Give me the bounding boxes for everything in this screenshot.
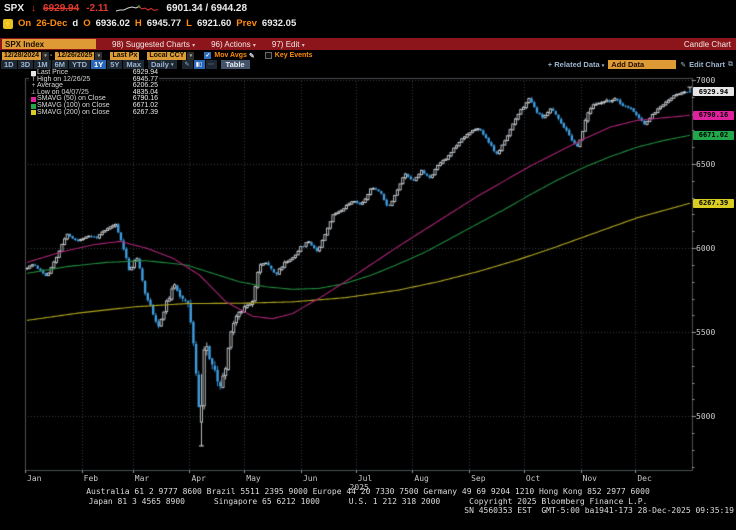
period-button-1d[interactable]: 1D (1, 60, 17, 69)
intraday-sparkline (116, 5, 159, 12)
smavg100-marker-icon (30, 103, 37, 109)
legend-row-last-price: Last Price 6929.94 (30, 69, 158, 77)
key-events-checkbox[interactable] (264, 52, 272, 59)
session-header: ⚡ On 26-Dec d O 6936.02 H 6945.77 L 6921… (3, 18, 296, 29)
footer-contacts-line2: Japan 81 3 4565 8900 Singapore 65 6212 1… (88, 497, 648, 506)
date-to-input[interactable]: 12/26/2025 (55, 51, 95, 60)
edit-chart-button[interactable]: Edit Chart (689, 60, 725, 69)
last-price: 6929.94 (43, 3, 80, 14)
frequency-select[interactable]: Daily ▾ (148, 60, 177, 69)
prev-label: Prev (236, 18, 257, 29)
mov-avgs-edit-icon[interactable]: ✎ (248, 52, 255, 60)
currency-caret-icon[interactable]: ▾ (187, 51, 195, 60)
legend-row-low: ⊥ Low on 04/07/25 4835.04 (30, 88, 158, 96)
high-label: H (134, 18, 142, 29)
date-from-caret-icon[interactable]: ▾ (42, 51, 50, 60)
menu-actions[interactable]: 96) Actions ▾ (211, 39, 256, 49)
last-price-marker-icon (30, 70, 37, 76)
period-bar: 1D 3D 1M 6M YTD 1Y 5Y Max Daily ▾ ✎ ▮▯ ⋯… (0, 60, 736, 69)
key-events-label: Key Events (274, 52, 313, 59)
date-from-input[interactable]: 12/28/2024 (2, 51, 42, 60)
price-chart-canvas[interactable] (0, 68, 736, 492)
ticker-symbol: SPX (4, 3, 25, 14)
high-value: 6945.77 (146, 18, 182, 29)
legend-row-high: T High on 12/26/25 6945.77 (31, 75, 158, 83)
currency-select[interactable]: Local CCY (147, 51, 187, 60)
chart-type-candle-icon[interactable]: ▮▯ (193, 60, 205, 69)
smavg50-marker-icon (30, 97, 37, 103)
bid-ask: 6901.34 / 6944.28 (166, 3, 248, 14)
alert-icon[interactable]: ⚡ (3, 18, 13, 29)
open-label: O (83, 18, 91, 29)
chart-legend: Last Price 6929.94 T High on 12/26/25 69… (29, 69, 159, 118)
session-date: 26-Dec (36, 18, 68, 29)
legend-row-average: + Average 6206.25 (31, 82, 158, 90)
footer-terminal-info: SN 4560353 EST GMT-5:00 ba1941-173 28-De… (464, 506, 734, 515)
period-button-ytd[interactable]: YTD (69, 60, 91, 69)
mov-avgs-checkbox[interactable]: ✓ (204, 52, 212, 59)
low-value: 6921.60 (196, 18, 232, 29)
more-options-icon[interactable]: ⋯ (205, 60, 217, 69)
period-button-6m[interactable]: 6M (51, 60, 69, 69)
date-range-dash: - (50, 52, 53, 59)
related-data-button[interactable]: + Related Data ▾ (547, 60, 605, 69)
period-button-1y[interactable]: 1Y (91, 60, 107, 69)
freq-flag: d (72, 18, 79, 29)
period-button-max[interactable]: Max (123, 60, 144, 69)
draw-tools-icon[interactable]: ✎ (181, 60, 193, 69)
mov-avgs-label: Mov Avgs (214, 52, 247, 59)
legend-row-smavg200: SMAVG (200) on Close 6267.39 (30, 109, 158, 117)
low-label: L (186, 18, 192, 29)
expand-icon[interactable]: ⧉ (728, 60, 733, 68)
low-marker-icon: ⊥ (30, 89, 37, 96)
chart-type-label: Candle Chart (683, 39, 731, 49)
average-marker-icon: + (31, 83, 36, 90)
down-arrow-icon: ↓ (31, 3, 37, 14)
high-marker-icon: T (31, 76, 36, 83)
legend-row-smavg100: SMAVG (100) on Close 6671.02 (30, 102, 158, 110)
security-input[interactable]: SPX Index (2, 39, 96, 49)
smavg200-marker-icon (30, 110, 37, 116)
period-button-1m[interactable]: 1M (34, 60, 51, 69)
date-to-caret-icon[interactable]: ▾ (95, 51, 103, 60)
price-change: -2.11 (86, 3, 109, 14)
period-button-5y[interactable]: 5Y (107, 60, 123, 69)
open-value: 6936.02 (95, 18, 130, 29)
legend-row-smavg50: SMAVG (50) on Close 6790.16 (30, 96, 158, 103)
add-data-input[interactable]: Add Data (608, 60, 677, 69)
period-button-3d[interactable]: 3D (17, 60, 34, 69)
settings-bar: 12/28/2024 ▾ - 12/26/2025 ▾ Last Px Loca… (0, 51, 736, 60)
table-button[interactable]: Table (220, 60, 250, 69)
prev-value: 6932.05 (261, 18, 297, 29)
quote-header: SPX ↓ 6929.94 -2.11 6901.34 / 6944.28 (4, 3, 247, 14)
menu-suggested-charts[interactable]: 98) Suggested Charts ▾ (112, 39, 196, 49)
footer-contacts-line1: Australia 61 2 9777 8600 Brazil 5511 239… (86, 487, 650, 496)
command-bar: SPX Index 98) Suggested Charts ▾ 96) Act… (0, 38, 736, 50)
price-field-select[interactable]: Last Px (110, 51, 140, 60)
menu-edit[interactable]: 97) Edit ▾ (271, 39, 305, 49)
on-label: On (18, 18, 32, 29)
annotate-icon[interactable]: ✎ (680, 61, 687, 69)
